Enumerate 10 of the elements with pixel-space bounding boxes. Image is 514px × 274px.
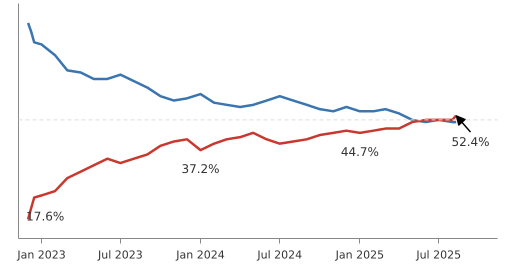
- x-tick-label: Jul 2024: [256, 248, 302, 262]
- annotation: 44.7%: [340, 144, 379, 159]
- x-tick-label: Jan 2024: [175, 248, 225, 262]
- x-tick-label: Jul 2023: [97, 248, 143, 262]
- annotation: 17.6%: [26, 210, 64, 224]
- annotation: 52.4%: [451, 135, 490, 150]
- x-tick-label: Jul 2025: [415, 248, 462, 262]
- x-tick-label: Jan 2025: [334, 248, 384, 262]
- annotation: 37.2%: [181, 162, 220, 176]
- x-tick-label: Jan 2023: [16, 248, 66, 262]
